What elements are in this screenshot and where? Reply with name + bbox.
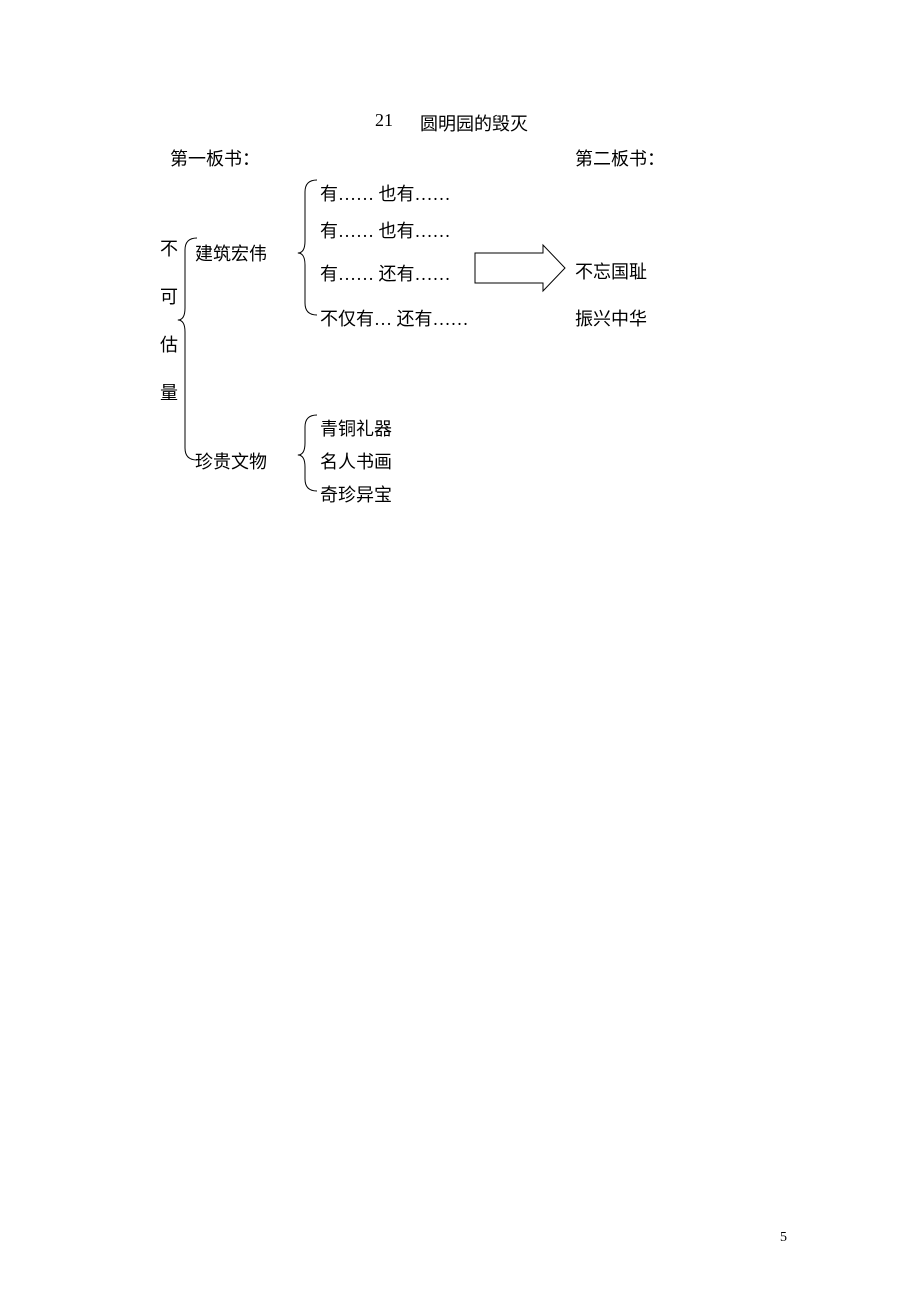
diagram-shapes <box>0 0 920 1302</box>
brace-branch2 <box>298 415 317 491</box>
brace-branch1 <box>298 180 317 315</box>
arrow-icon <box>475 245 565 291</box>
brace-main <box>178 238 197 460</box>
